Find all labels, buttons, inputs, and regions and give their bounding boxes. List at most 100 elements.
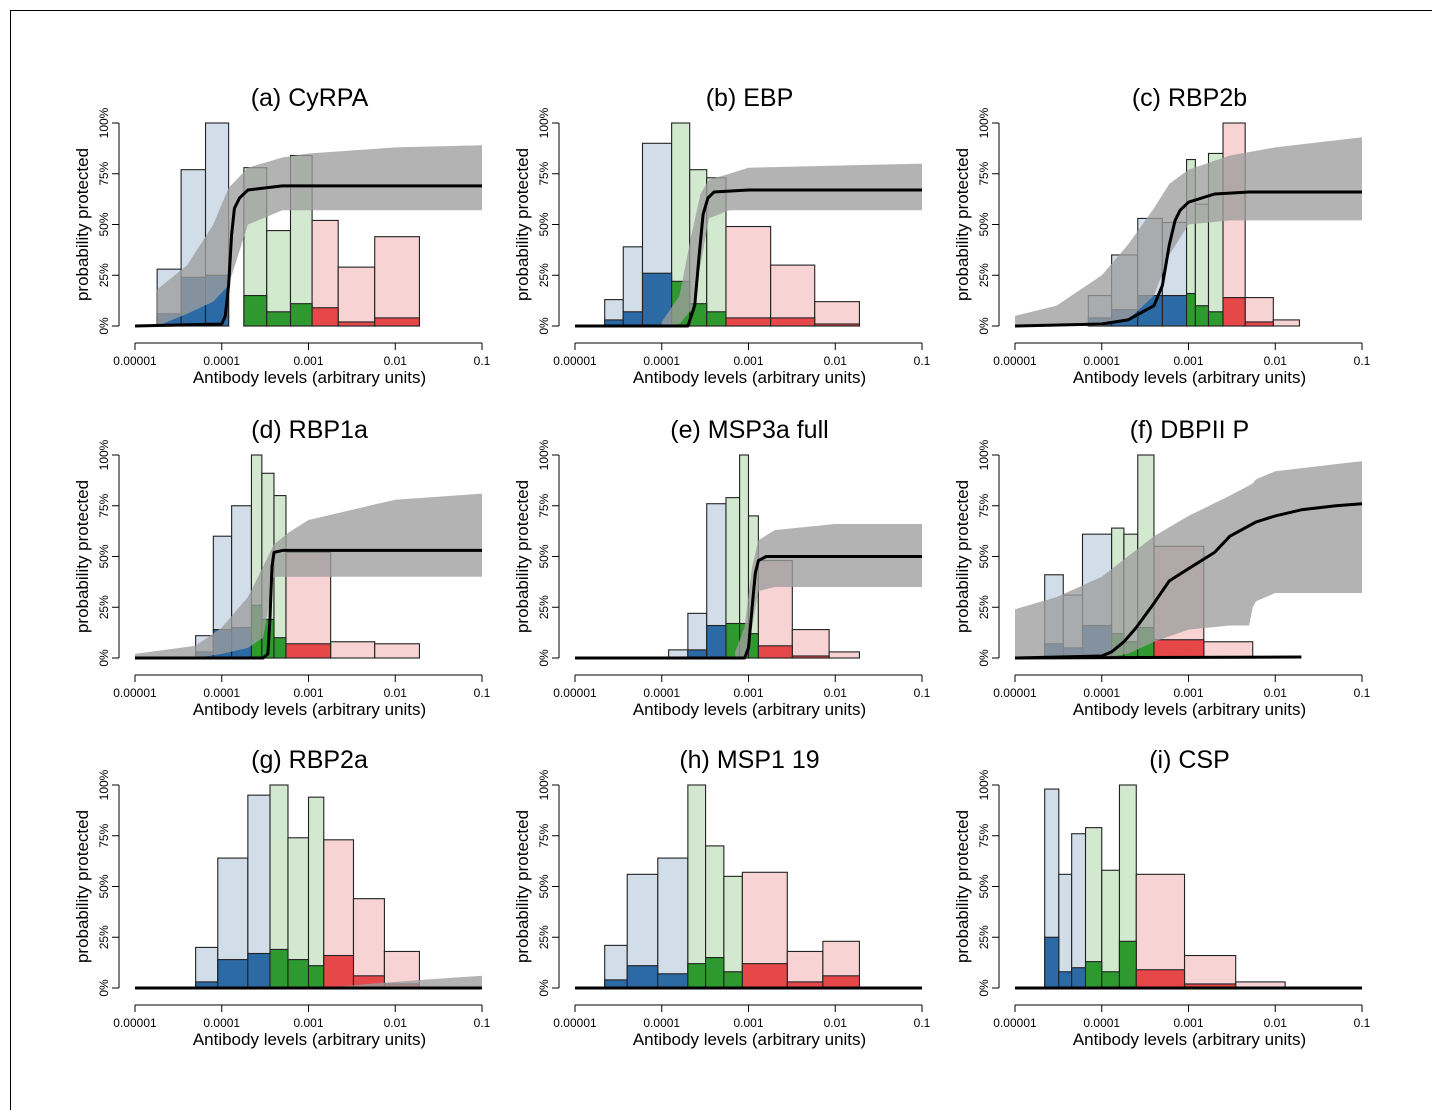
x-tick-label: 0.001: [733, 354, 763, 368]
y-tick-label: 50%: [97, 874, 111, 898]
x-tick-label: 0.01: [824, 354, 848, 368]
histogram-bar: [1183, 954, 1237, 989]
histogram-bar: [374, 643, 420, 659]
x-tick-label: 0.01: [1264, 354, 1288, 368]
histogram-bar: [374, 236, 420, 327]
y-tick-label: 0%: [977, 979, 991, 997]
x-tick-label: 0.00001: [553, 686, 597, 700]
x-tick-label: 0.001: [1173, 354, 1203, 368]
protected-bar: [1186, 292, 1196, 327]
protected-bar: [285, 643, 332, 659]
histogram-bar: [725, 225, 772, 327]
chart-panel-4: (d) RBP1a 0.00001 0.0001 0.001 0.01 0.1 Antibo…: [73, 416, 491, 719]
histogram-bar: [828, 651, 860, 659]
histogram-bar: [770, 264, 816, 327]
y-tick-label: 0%: [97, 317, 111, 335]
x-tick-label: 0.001: [293, 354, 323, 368]
histogram-bar: [687, 784, 707, 989]
y-tick-label: 100%: [537, 769, 551, 800]
x-tick-label: 0.0001: [1083, 686, 1120, 700]
chart-title: (g) RBP2a: [251, 746, 368, 774]
y-tick-label: 100%: [977, 769, 991, 800]
x-axis-label: Antibody levels (arbitrary units): [633, 700, 866, 719]
x-tick-label: 0.00001: [113, 1016, 157, 1030]
y-axis-label: probability protected: [953, 148, 972, 301]
x-tick-label: 0.0001: [643, 1016, 680, 1030]
protected-bar: [741, 963, 788, 989]
protected-bar: [217, 959, 249, 989]
x-tick-label: 0.0001: [643, 354, 680, 368]
y-tick-label: 0%: [97, 649, 111, 667]
protected-bar: [822, 975, 860, 989]
chart-title: (a) CyRPA: [251, 84, 369, 112]
protected-bar: [1207, 311, 1224, 327]
x-axis-label: Antibody levels (arbitrary units): [633, 368, 866, 387]
protected-bar: [814, 323, 860, 327]
protected-bar: [706, 624, 727, 659]
y-tick-label: 25%: [977, 263, 991, 287]
chart-panel-6: (f) DBPII P 0.00001 0.0001 0.001 0.01 0.1 Anti…: [953, 416, 1371, 719]
protected-bar: [287, 959, 310, 989]
histogram-bar: [307, 796, 325, 989]
figure-border: [10, 10, 1432, 1110]
x-axis-label: Antibody levels (arbitrary units): [1073, 368, 1306, 387]
x-tick-label: 0.1: [474, 686, 491, 700]
protected-bar: [1101, 971, 1121, 989]
credible-band: [661, 163, 922, 326]
x-tick-label: 0.00001: [113, 686, 157, 700]
histogram-bar: [352, 898, 385, 989]
x-tick-label: 0.001: [293, 686, 323, 700]
x-tick-label: 0.01: [824, 686, 848, 700]
protected-bar: [657, 973, 689, 989]
protected-bar: [337, 321, 376, 327]
protected-bar: [1044, 936, 1060, 989]
x-axis-label: Antibody levels (arbitrary units): [633, 1030, 866, 1049]
x-tick-label: 0.001: [733, 686, 763, 700]
y-tick-label: 75%: [977, 823, 991, 847]
y-tick-label: 100%: [97, 107, 111, 138]
y-tick-label: 50%: [977, 212, 991, 236]
y-tick-label: 75%: [97, 493, 111, 517]
protection-curve: [1014, 502, 1363, 660]
x-tick-label: 0.1: [474, 1016, 491, 1030]
x-tick-label: 0.00001: [993, 1016, 1037, 1030]
x-axis-label: Antibody levels (arbitrary units): [1073, 700, 1306, 719]
x-tick-label: 0.001: [733, 1016, 763, 1030]
protected-bar: [307, 965, 325, 989]
x-tick-label: 0.00001: [553, 1016, 597, 1030]
y-tick-label: 75%: [97, 161, 111, 185]
chart-title: (d) RBP1a: [251, 416, 368, 444]
y-tick-label: 50%: [977, 874, 991, 898]
protection-curve: [575, 555, 922, 660]
protected-bar: [1194, 305, 1210, 327]
x-axis-label: Antibody levels (arbitrary units): [193, 368, 426, 387]
y-tick-label: 100%: [537, 107, 551, 138]
histogram-bar: [1272, 319, 1300, 327]
x-tick-label: 0.0001: [203, 354, 240, 368]
y-axis-label: probability protected: [953, 810, 972, 963]
x-tick-label: 0.1: [1354, 686, 1371, 700]
protected-bar: [791, 655, 830, 659]
histogram-bar: [1058, 873, 1073, 989]
protected-bar: [1071, 967, 1087, 989]
y-tick-label: 25%: [977, 925, 991, 949]
x-tick-label: 0.00001: [113, 354, 157, 368]
protected-bar: [289, 303, 313, 327]
protected-bar: [706, 311, 727, 327]
histogram-bar: [1071, 833, 1087, 989]
chart-title: (c) RBP2b: [1132, 84, 1247, 112]
protected-bar: [323, 954, 355, 989]
protected-bar: [723, 971, 743, 989]
chart-title: (e) MSP3a full: [670, 416, 828, 444]
chart-title: (h) MSP1 19: [679, 746, 819, 774]
chart-title: (i) CSP: [1149, 746, 1230, 774]
chart-panel-2: (b) EBP 0.00001 0.0001 0.001 0.01 0.1 Antibody…: [513, 84, 931, 387]
credible-band: [1015, 137, 1362, 326]
y-tick-label: 75%: [537, 161, 551, 185]
histogram-bar: [791, 629, 830, 659]
protected-bar: [1244, 321, 1274, 327]
x-tick-label: 0.1: [1354, 1016, 1371, 1030]
x-tick-label: 0.0001: [203, 686, 240, 700]
credible-band: [135, 975, 482, 988]
y-axis-label: probability protected: [953, 480, 972, 633]
